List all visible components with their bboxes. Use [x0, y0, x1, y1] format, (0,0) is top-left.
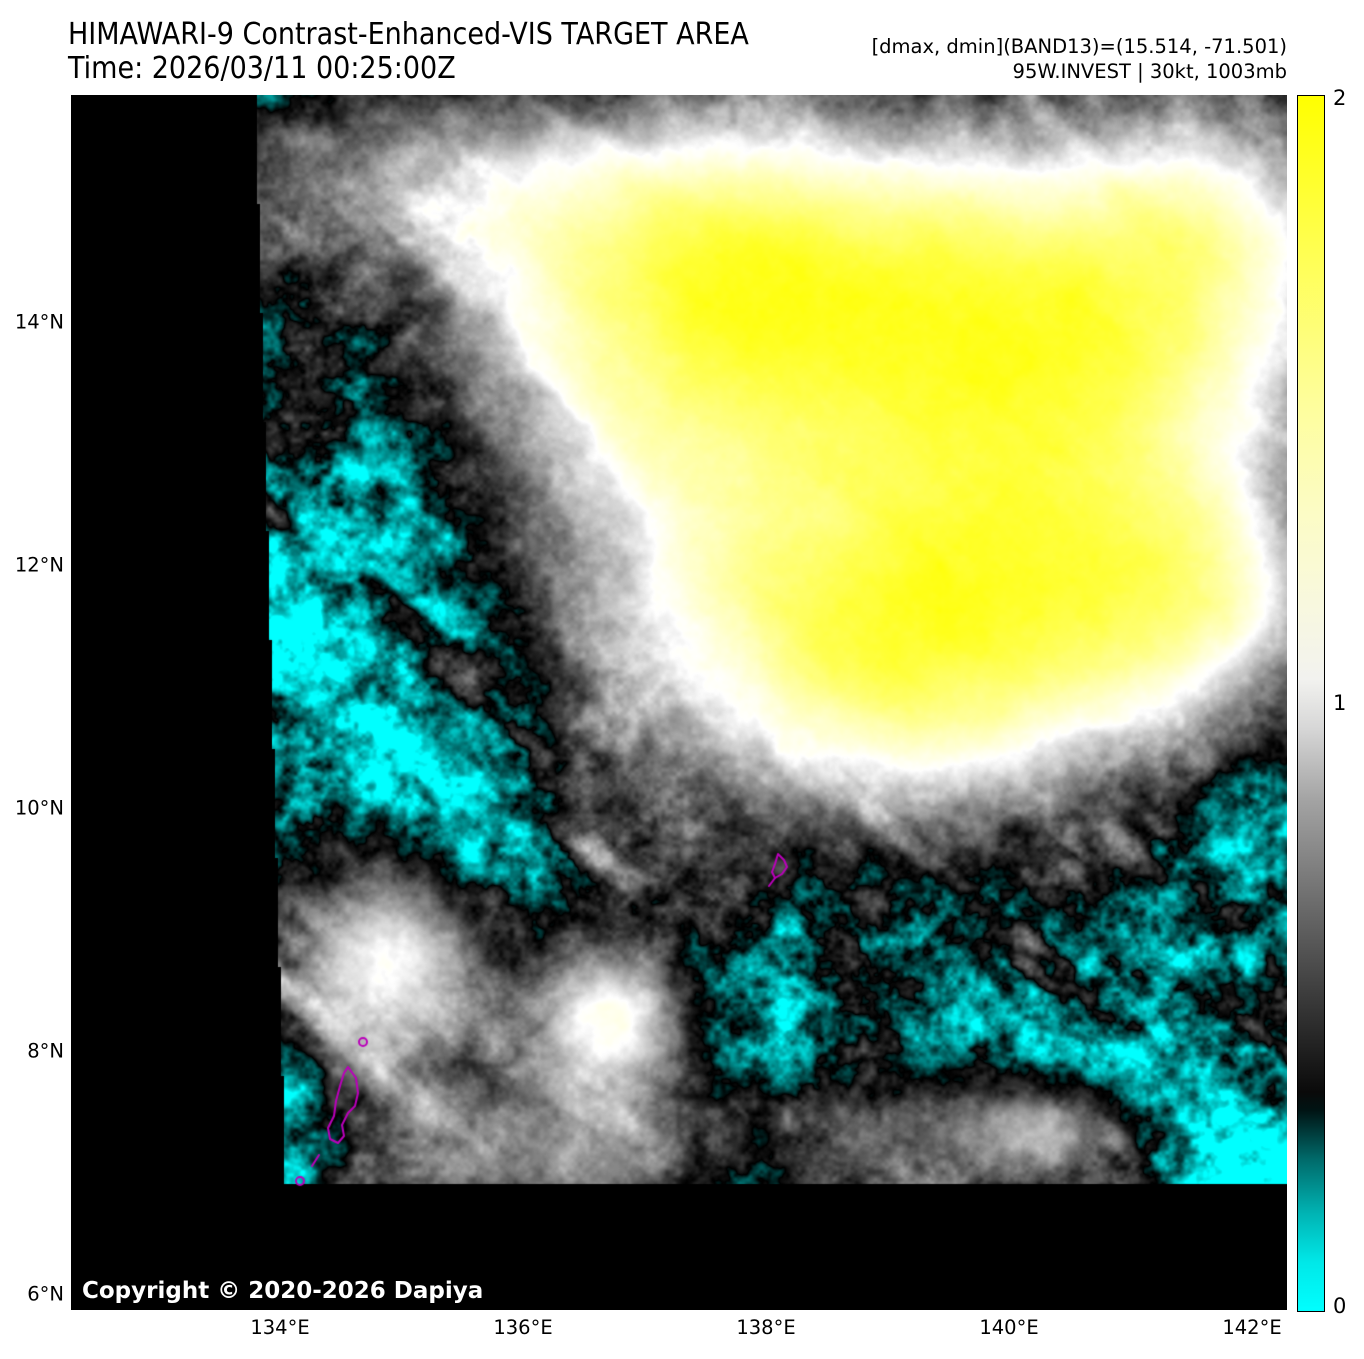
colorbar-tick-label: 2 — [1333, 86, 1347, 110]
colorbar-tick-label: 1 — [1333, 691, 1347, 715]
lat-tick-label: 12°N — [14, 553, 64, 577]
page-title: HIMAWARI-9 Contrast-Enhanced-VIS TARGET … — [68, 17, 749, 52]
title-block: HIMAWARI-9 Contrast-Enhanced-VIS TARGET … — [68, 18, 749, 86]
storm-info: 95W.INVEST | 30kt, 1003mb — [1012, 60, 1287, 83]
lat-tick-label: 6°N — [27, 1282, 64, 1306]
lon-tick-label: 138°E — [736, 1316, 796, 1339]
copyright-label: Copyright © 2020-2026 Dapiya — [82, 1278, 484, 1304]
lon-tick-label: 136°E — [493, 1316, 553, 1339]
lon-tick-label: 140°E — [979, 1316, 1039, 1339]
lat-tick-label: 14°N — [14, 310, 64, 334]
lon-tick-label: 134°E — [250, 1316, 310, 1339]
lat-tick-label: 10°N — [14, 796, 64, 820]
colorbar — [1297, 95, 1325, 1312]
band13-stats: [dmax, dmin](BAND13)=(15.514, -71.501) — [871, 35, 1287, 58]
colorbar-tick-label: 0 — [1333, 1294, 1347, 1318]
timestamp: Time: 2026/03/11 00:25:00Z — [68, 51, 456, 86]
annotation-block: [dmax, dmin](BAND13)=(15.514, -71.501) 9… — [872, 34, 1287, 84]
map-plot: Copyright © 2020-2026 Dapiya — [71, 95, 1287, 1310]
lat-tick-label: 8°N — [27, 1039, 64, 1063]
lon-tick-label: 142°E — [1222, 1316, 1282, 1339]
satellite-image-canvas — [71, 95, 1287, 1310]
